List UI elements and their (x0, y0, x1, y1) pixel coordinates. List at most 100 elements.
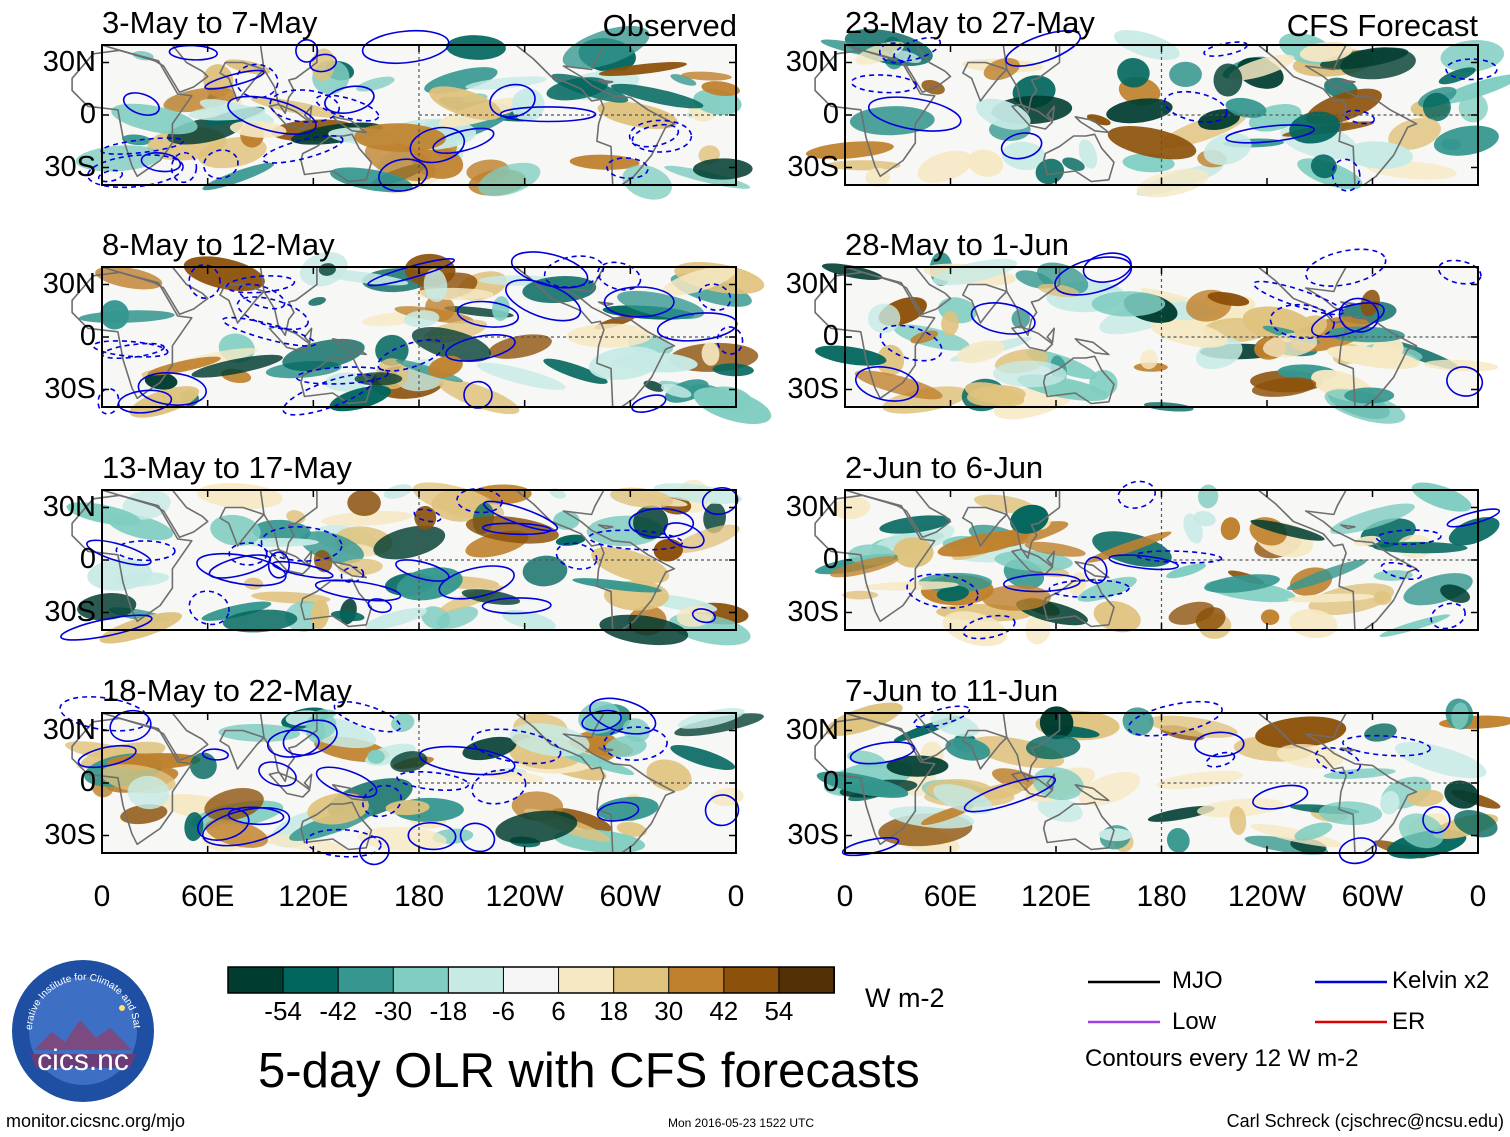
legend-mjo-label: MJO (1172, 967, 1223, 994)
latitude-label: 30N (785, 713, 839, 746)
latitude-label: 30S (787, 818, 839, 851)
panel-title: 2-Jun to 6-Jun (845, 450, 1044, 485)
legend-low-label: Low (1172, 1008, 1217, 1035)
longitude-label: 120E (1020, 880, 1092, 913)
panel-title: 23-May to 27-May (845, 5, 1095, 40)
latitude-label: 30N (785, 267, 839, 300)
source-url[interactable]: monitor.cicsnc.org/mjo (6, 1111, 186, 1131)
latitude-label: 30S (44, 372, 96, 405)
panel-title: 8-May to 12-May (102, 227, 335, 262)
colorbar-tick-label: -30 (374, 996, 413, 1026)
legend-er-label: ER (1392, 1008, 1426, 1035)
longitude-label: 120W (485, 880, 564, 913)
latitude-label: 30S (44, 818, 96, 851)
kelvin-contours (86, 29, 693, 192)
longitude-label: 60W (599, 880, 662, 913)
colorbar-tick-label: 54 (764, 996, 794, 1026)
axis-ticks (844, 267, 1479, 407)
longitude-label: 0 (727, 880, 745, 913)
longitude-label: 0 (836, 880, 854, 913)
legend-kelvin-label: Kelvin x2 (1392, 967, 1490, 994)
map-panel (814, 480, 1501, 647)
map-panel (814, 248, 1499, 424)
longitude-label: 120W (1227, 880, 1307, 913)
latitude-label: 0 (822, 98, 839, 130)
colorbar-swatch (282, 966, 340, 994)
timestamp: Mon 2016-05-23 1522 UTC (668, 1116, 815, 1130)
colorbar-tick-label: 18 (599, 996, 629, 1026)
colorbar-swatch (558, 966, 615, 994)
latitude-label: 30N (42, 45, 96, 78)
panel-title: 28-May to 1-Jun (845, 227, 1069, 262)
kelvin-contours (850, 29, 1498, 192)
longitude-label: 0 (1469, 880, 1487, 913)
latitude-label: 30S (787, 595, 839, 628)
latitude-label: 30N (42, 267, 96, 300)
legend-kelvin-line (1315, 980, 1387, 984)
longitude-label: 0 (93, 880, 111, 913)
latitude-label: 0 (79, 766, 96, 798)
latitude-label: 30S (44, 595, 96, 628)
longitude-label: 180 (1136, 880, 1187, 913)
longitude-label: 180 (393, 880, 445, 913)
panel-title: 13-May to 17-May (102, 450, 352, 485)
colorbar-swatch (227, 966, 285, 994)
map-panel (805, 28, 1510, 198)
legend-low-line (1088, 1020, 1160, 1024)
longitude-label: 60E (180, 880, 235, 913)
contour-note: Contours every 12 W m-2 (1085, 1045, 1359, 1072)
map-panel (814, 698, 1510, 865)
panel-title: 7-Jun to 11-Jun (845, 673, 1059, 708)
latitude-label: 30N (785, 490, 839, 523)
latitude-label: 30S (787, 372, 839, 405)
latitude-label: 0 (822, 766, 839, 798)
latitude-label: 30N (785, 45, 839, 78)
longitude-label: 60W (1341, 880, 1404, 913)
forecast-tag: CFS Forecast (1286, 8, 1478, 43)
axis-ticks (101, 490, 737, 630)
colorbar (227, 966, 835, 994)
map-panel (71, 25, 753, 200)
colorbar-swatch (392, 966, 450, 994)
axis-ticks (101, 45, 737, 185)
colorbar-swatch (668, 966, 725, 994)
map-panel (60, 479, 751, 646)
axis-ticks (101, 267, 737, 407)
colorbar-swatch (337, 966, 395, 994)
map-panel (59, 696, 764, 866)
kelvin-contours (59, 696, 740, 866)
figure-title: 5-day OLR with CFS forecasts (258, 1044, 920, 1098)
kelvin-contours (60, 487, 739, 641)
latitude-label: 30S (44, 150, 96, 183)
axis-ticks (844, 490, 1479, 630)
latitude-label: 30N (42, 490, 96, 523)
axis-ticks (844, 713, 1479, 853)
legend-er-line (1315, 1020, 1387, 1024)
axis-ticks (844, 45, 1479, 185)
colorbar-swatch (723, 966, 780, 994)
colorbar-tick-label: 42 (709, 996, 739, 1026)
author-credit: Carl Schreck (cjschrec@ncsu.edu) (1226, 1111, 1504, 1131)
latitude-label: 30S (787, 150, 839, 183)
colorbar-swatch (502, 966, 560, 994)
panel-title: 3-May to 7-May (102, 5, 318, 40)
colorbar-tick-label: 30 (654, 996, 684, 1026)
colorbar-tick-label: -54 (264, 996, 302, 1026)
colorbar-tick-label: 6 (551, 996, 566, 1026)
colorbar-tick-label: -42 (319, 996, 357, 1026)
latitude-label: 0 (79, 98, 96, 130)
axis-ticks (101, 713, 737, 853)
colorbar-swatch (613, 966, 670, 994)
longitude-label: 60E (923, 880, 978, 913)
colorbar-swatch (778, 966, 835, 994)
map-panel (71, 251, 772, 425)
latitude-label: 0 (822, 320, 839, 352)
colorbar-tick-label: -6 (491, 996, 516, 1026)
colorbar-swatch (447, 966, 505, 994)
longitude-label: 120E (278, 880, 349, 913)
cics-logo: Cooperative Institute for Climate and Sa… (6, 950, 154, 1102)
olr-anomaly-field (75, 25, 753, 200)
panel-title: 18-May to 22-May (102, 673, 352, 708)
kelvin-contours (906, 480, 1501, 640)
latitude-label: 30N (42, 713, 96, 746)
